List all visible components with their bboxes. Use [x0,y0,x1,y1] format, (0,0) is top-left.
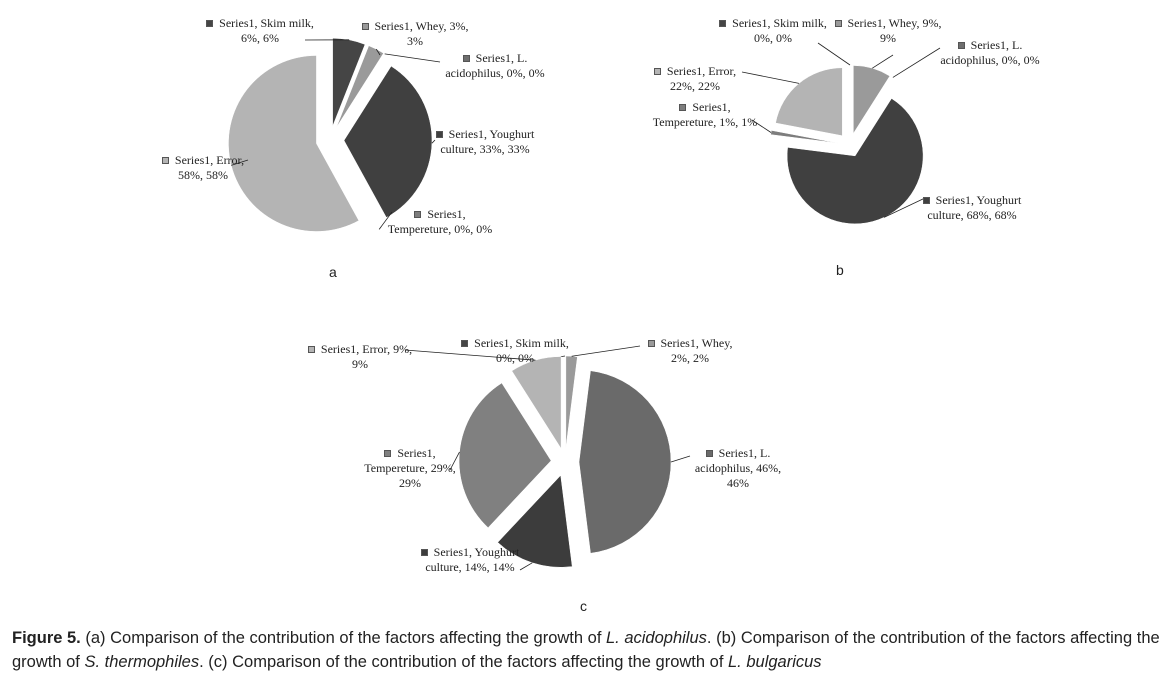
label-marker [705,450,713,457]
data-label: Series1, Skim milk, 6%, 6% [205,16,315,46]
panel-label: a [329,264,337,280]
data-label: Series1, Tempereture, 0%, 0% [385,207,495,237]
label-marker [420,549,428,556]
label-marker [461,340,469,347]
leader-line [883,197,926,218]
label-text: Series1, Error, 58%, 58% [174,153,245,182]
data-label: Series1, Error, 58%, 58% [148,153,258,183]
pie-slice [565,355,578,449]
label-text: Series1, Tempereture, 0%, 0% [387,207,493,236]
pie-slice [578,370,672,554]
data-label: Series1, L. acidophilus, 0%, 0% [935,38,1045,68]
label-marker [161,157,169,164]
pie-slice [497,474,573,568]
label-text: Series1, Youghurt culture, 33%, 33% [440,127,535,156]
panel-label: b [836,262,844,278]
label-marker [834,20,842,27]
leader-line [817,42,851,66]
caption-segment: L. bulgaricus [728,653,822,671]
data-label: Series1, Whey, 3%, 3% [360,19,470,49]
pie-slice [458,382,552,529]
label-marker [719,20,727,27]
leader-line [378,211,393,230]
label-text: Series1, L. acidophilus, 0%, 0% [445,51,545,80]
label-marker [414,211,422,218]
leader-line [741,71,800,84]
leader-line [519,562,533,571]
pie-slice [337,53,385,129]
leader-line [892,47,941,78]
label-marker [679,104,687,111]
leader-line [872,54,894,69]
label-text: Series1, Tempereture, 29%, 29% [364,446,456,490]
label-marker [647,340,655,347]
data-label: Series1, Error, 22%, 22% [640,64,750,94]
label-text: Series1, Whey, 9%, 9% [847,16,942,45]
label-marker [307,346,315,353]
data-label: Series1, Whey, 2%, 2% [640,336,740,366]
label-text: Series1, Skim milk, 0%, 0% [732,16,827,45]
label-marker [957,42,965,49]
leader-line [449,451,460,471]
label-text: Series1, Youghurt culture, 68%, 68% [927,193,1022,222]
data-label: Series1, Youghurt culture, 33%, 33% [430,127,540,157]
caption-segment: . (c) Comparison of the contribution of … [199,653,728,671]
pie-slice [853,65,891,135]
panel-label: c [580,598,587,614]
caption-segment: Figure 5. [12,629,81,647]
data-label: Series1, L. acidophilus, 46%, 46% [683,446,793,491]
label-text: Series1, L. acidophilus, 46%, 46% [694,446,782,490]
data-label: Series1, Tempereture, 1%, 1% [650,100,760,130]
caption-segment: L. acidophilus [606,629,707,647]
data-label: Series1, Error, 9%, 9% [305,342,415,372]
pie-slice [511,356,562,450]
charts [228,37,941,571]
leader-line [384,53,441,63]
caption-segment: . (b) Comparison of the contribution of … [12,629,1160,671]
label-marker [653,68,661,75]
leader-line [231,159,249,166]
label-text: Series1, Error, 22%, 22% [666,64,737,93]
leader-line [571,345,641,357]
data-label: Series1, Skim milk, 0%, 0% [455,336,575,366]
pie-slice [343,65,433,218]
leader-line [375,48,381,56]
leader-line [751,119,772,133]
leader-line [404,349,536,361]
leader-line [431,139,436,144]
label-text: Series1, Youghurt culture, 14%, 14% [425,545,520,574]
caption-segment: S. thermophiles [84,653,200,671]
data-label: Series1, Whey, 9%, 9% [833,16,943,46]
label-marker [435,131,443,138]
label-text: Series1, Whey, 2%, 2% [660,336,733,365]
leader-line [670,455,691,463]
label-text: Series1, Skim milk, 6%, 6% [219,16,314,45]
data-label: Series1, Tempereture, 29%, 29% [355,446,465,491]
data-label: Series1, Skim milk, 0%, 0% [718,16,828,46]
caption-segment: (a) Comparison of the contribution of th… [80,629,606,647]
pie-slice [856,77,894,136]
label-text: Series1, Skim milk, 0%, 0% [474,336,569,365]
data-label: Series1, Youghurt culture, 68%, 68% [917,193,1027,223]
pie-slice [775,67,843,137]
label-text: Series1, Tempereture, 1%, 1% [652,100,758,129]
label-marker [206,20,214,27]
label-marker [361,23,369,30]
label-marker [922,197,930,204]
label-text: Series1, L. acidophilus, 0%, 0% [940,38,1040,67]
label-text: Series1, Error, 9%, 9% [320,342,413,371]
label-marker [384,450,392,457]
label-marker [462,55,470,62]
data-label: Series1, Youghurt culture, 14%, 14% [410,545,530,575]
data-label: Series1, L. acidophilus, 0%, 0% [440,51,550,81]
caption: Figure 5. (a) Comparison of the contribu… [12,626,1167,674]
label-text: Series1, Whey, 3%, 3% [374,19,469,48]
